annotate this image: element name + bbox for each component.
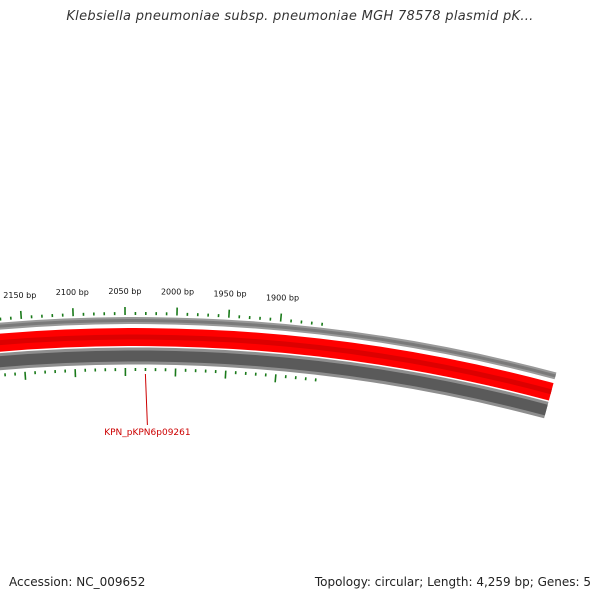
scale-tick-label: 2050 bp (108, 287, 141, 296)
inner-track (0, 350, 548, 416)
gene-leader-line (144, 373, 148, 426)
major-tick (279, 313, 283, 322)
scale-tick-label: 1900 bp (266, 294, 299, 303)
gene-label: KPN_pKPN6p09261 (104, 428, 190, 438)
major-tick (19, 310, 23, 320)
map-title: Klebsiella pneumoniae subsp. pneumoniae … (66, 9, 534, 24)
gene-track-core (0, 334, 552, 395)
scale-tick-label: 2150 bp (3, 291, 36, 300)
accession-label: Accession: NC_009652 (9, 575, 146, 589)
inner-major-tick (24, 371, 27, 380)
scale-tick-label: 2100 bp (56, 288, 89, 297)
gene-layer: KPN_pKPN6p09261 (104, 373, 191, 438)
track-layer (0, 317, 557, 419)
scale-tick-label: 2000 bp (161, 288, 194, 297)
outer-track (0, 319, 556, 378)
scale-tick-label: 1950 bp (213, 290, 246, 299)
inner-major-tick (274, 374, 277, 383)
summary-label: Topology: circular; Length: 4,259 bp; Ge… (314, 575, 591, 589)
